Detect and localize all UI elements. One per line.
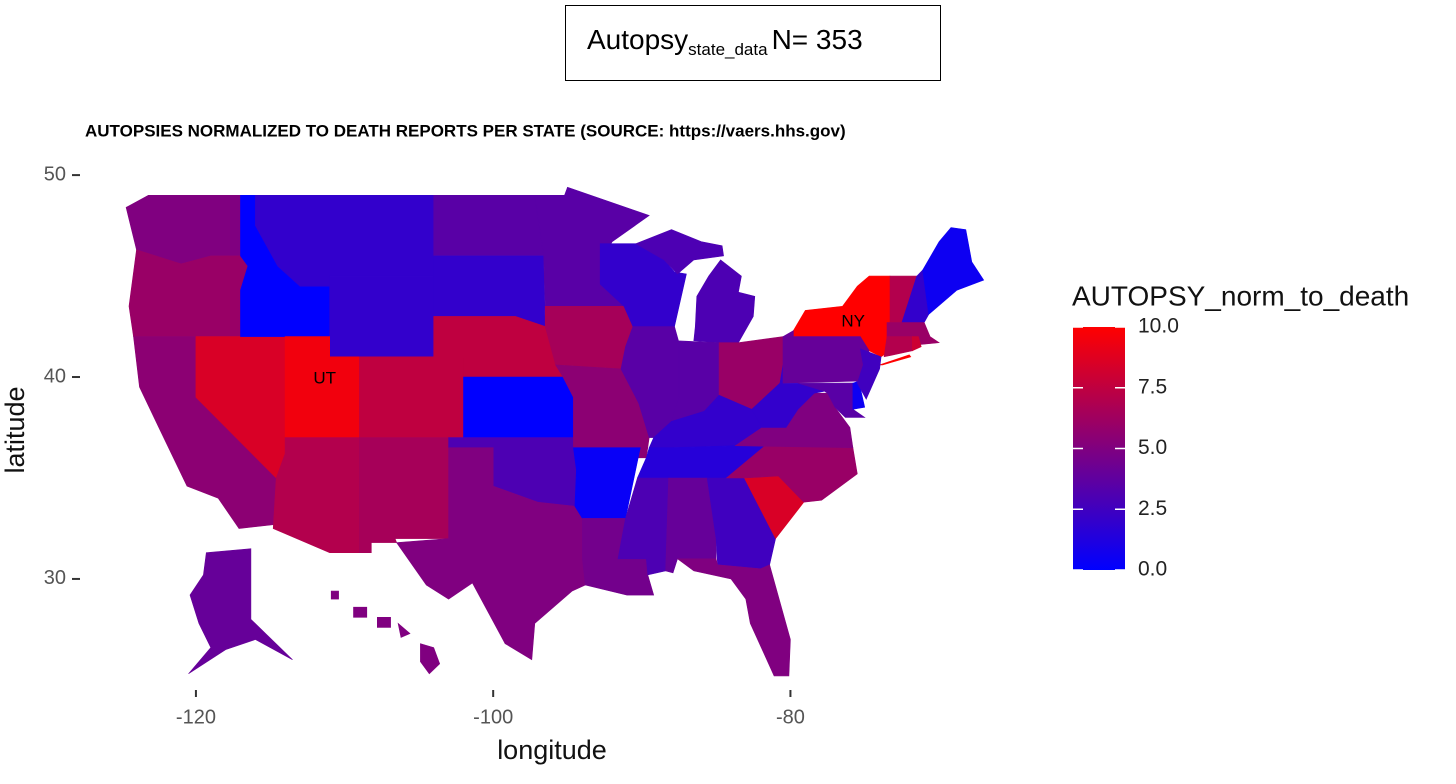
x-tick-label: -100	[473, 706, 513, 728]
state	[433, 195, 545, 257]
state	[617, 477, 669, 576]
state	[922, 227, 985, 315]
state	[188, 548, 293, 675]
map	[125, 186, 985, 677]
state	[883, 336, 913, 358]
header-subscript: state_data	[688, 40, 768, 59]
x-tick-label: -120	[176, 706, 216, 728]
state	[856, 348, 882, 400]
legend-tick-label: 7.5	[1138, 375, 1167, 398]
state	[272, 437, 360, 553]
legend-tick-label: 2.5	[1138, 497, 1167, 520]
state	[128, 249, 249, 337]
chart-title: AUTOPSIES NORMALIZED TO DEATH REPORTS PE…	[85, 121, 846, 140]
header-box	[565, 5, 941, 81]
header: Autopsystate_data N= 353	[587, 24, 863, 59]
state	[676, 558, 791, 677]
state	[329, 275, 434, 358]
y-tick-label: 40	[44, 365, 66, 387]
y-axis-label: latitude	[0, 386, 30, 473]
header-suffix: N= 353	[772, 24, 863, 55]
state	[330, 590, 441, 675]
state	[359, 437, 449, 553]
header-text: Autopsy	[587, 24, 688, 55]
state	[396, 447, 591, 661]
state	[463, 376, 574, 438]
state	[359, 356, 464, 438]
y-tick-label: 50	[44, 163, 66, 185]
legend-tick-label: 5.0	[1138, 436, 1167, 459]
y-tick-label: 30	[44, 567, 66, 589]
state	[912, 336, 922, 352]
legend-tick-label: 10.0	[1138, 315, 1179, 338]
legend-title: AUTOPSY_norm_to_death	[1072, 280, 1409, 311]
legend-tick-label: 0.0	[1138, 558, 1167, 581]
state	[852, 380, 866, 410]
state	[544, 306, 634, 370]
x-axis-label: longitude	[497, 735, 607, 765]
x-tick-label: -80	[776, 706, 805, 728]
state-label: NY	[841, 312, 865, 331]
state	[433, 255, 546, 327]
state-label: UT	[313, 369, 336, 388]
state	[782, 330, 870, 384]
